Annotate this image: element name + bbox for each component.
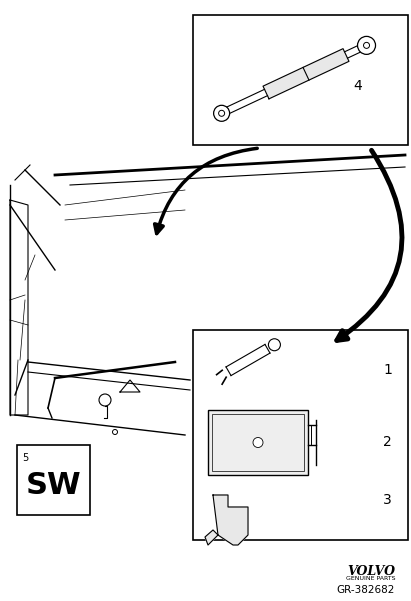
Circle shape	[113, 430, 118, 435]
Bar	[193, 15, 408, 145]
Circle shape	[253, 438, 263, 448]
Text: 5: 5	[22, 453, 28, 463]
Bar	[193, 330, 408, 540]
Text: 1: 1	[383, 363, 392, 377]
Circle shape	[363, 43, 369, 48]
Text: VOLVO: VOLVO	[347, 565, 395, 578]
Text: 3: 3	[383, 493, 392, 507]
Circle shape	[268, 339, 280, 351]
Bar	[17, 445, 90, 515]
Circle shape	[214, 105, 230, 121]
Text: 4: 4	[353, 79, 362, 93]
Text: 2: 2	[383, 436, 392, 450]
Bar	[208, 410, 308, 475]
Circle shape	[358, 37, 376, 54]
Polygon shape	[213, 495, 248, 545]
Text: GENUINE PARTS: GENUINE PARTS	[346, 576, 395, 581]
Text: GR-382682: GR-382682	[337, 585, 395, 595]
Circle shape	[219, 111, 225, 117]
Polygon shape	[205, 530, 218, 545]
Polygon shape	[263, 49, 349, 99]
Bar	[212, 414, 304, 471]
Circle shape	[99, 394, 111, 406]
Text: SW: SW	[26, 471, 81, 499]
